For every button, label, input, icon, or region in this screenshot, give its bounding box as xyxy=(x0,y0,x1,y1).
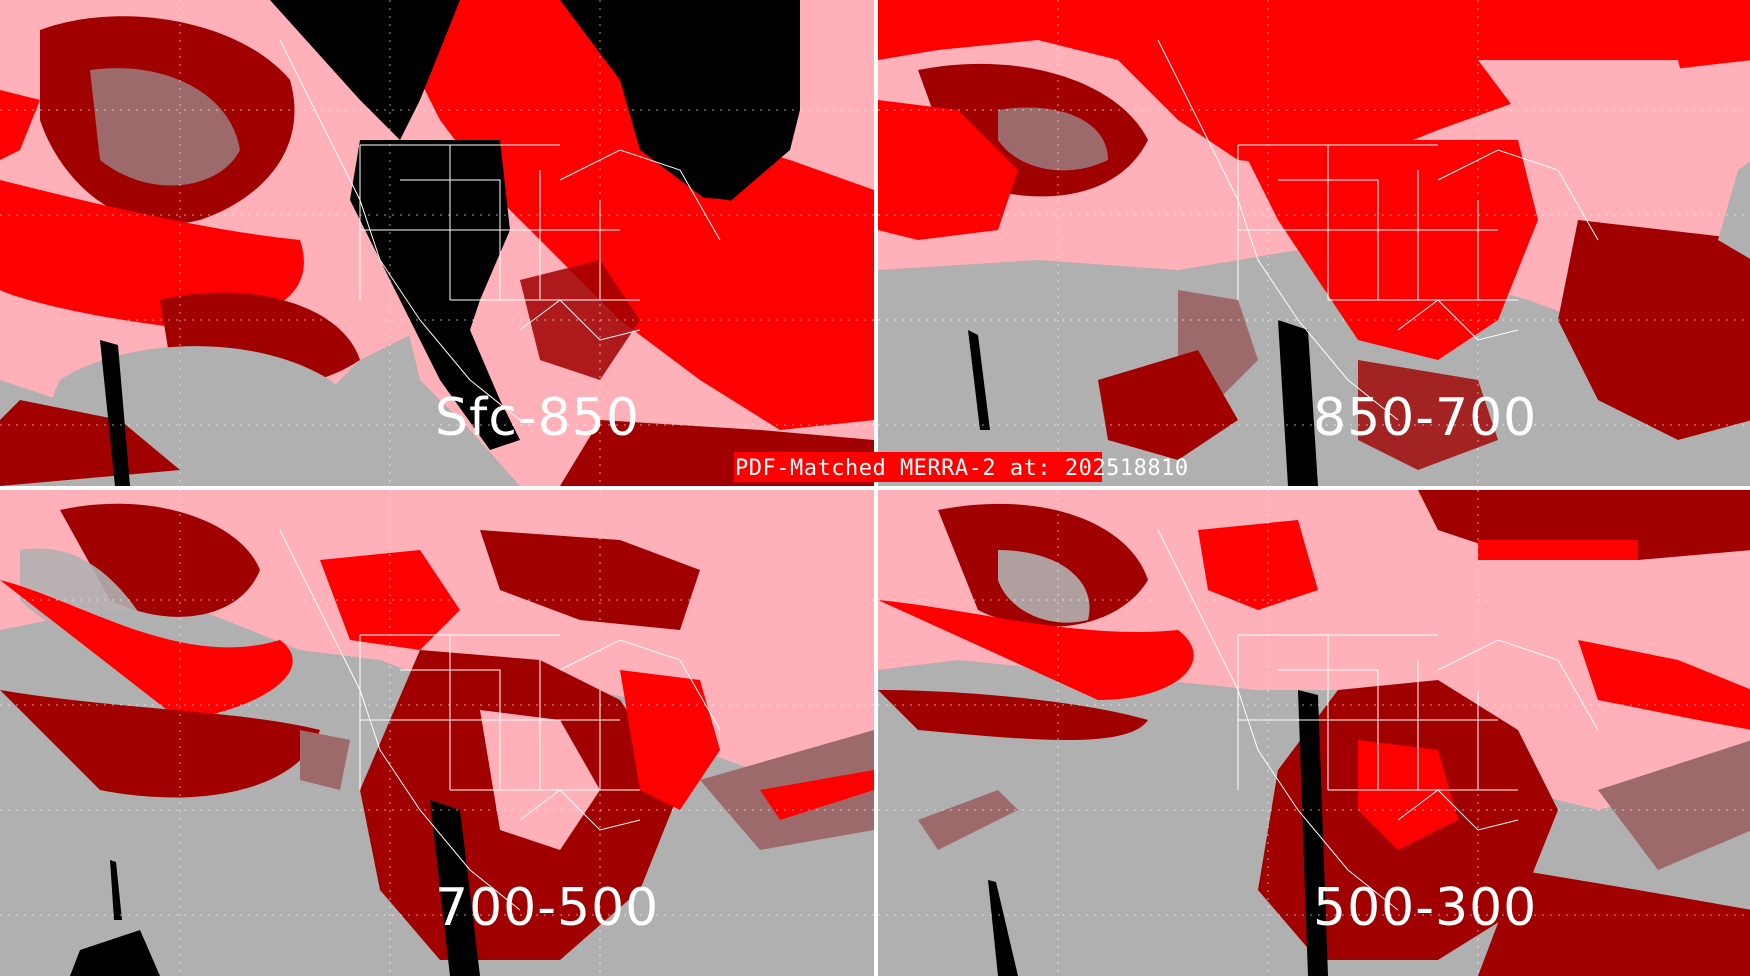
layer-map xyxy=(878,490,1750,976)
map-panel-700-500: 700-500 xyxy=(0,490,874,976)
panel-label: 500-300 xyxy=(1313,878,1538,938)
map-panel-500-300: 500-300 xyxy=(878,490,1750,976)
layer-map xyxy=(878,0,1750,486)
map-panel-850-700: 850-700 xyxy=(878,0,1750,486)
state-boundaries xyxy=(1157,529,1599,911)
panel-label: Sfc-850 xyxy=(435,388,640,448)
layer-map xyxy=(0,490,874,976)
map-panel-sfc-850: Sfc-850 xyxy=(0,0,874,486)
panel-label: 700-500 xyxy=(435,878,660,938)
state-boundaries xyxy=(279,529,721,911)
panel-label: 850-700 xyxy=(1313,388,1538,448)
state-boundaries xyxy=(279,39,721,421)
layer-map xyxy=(0,0,874,486)
title-banner xyxy=(734,452,1102,482)
figure-title: PDF-Matched MERRA-2 at: 202518810 xyxy=(735,456,1189,481)
